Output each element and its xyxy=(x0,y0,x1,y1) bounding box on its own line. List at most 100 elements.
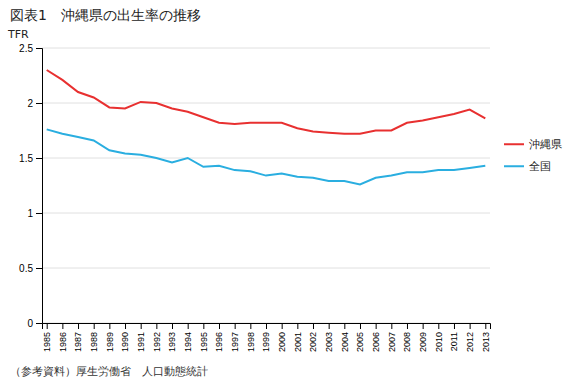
x-tick-label: 2002 xyxy=(308,332,318,352)
x-tick-mark xyxy=(391,323,392,329)
x-tick-mark xyxy=(47,323,48,329)
y-tick: 1.5 xyxy=(19,153,42,164)
y-axis-title: TFR xyxy=(7,28,29,41)
x-tick-label: 1999 xyxy=(261,332,271,352)
chart: 図表1 沖縄県の出生率の推移（参考資料）厚生労働省 人口動態統計00.511.5… xyxy=(0,0,578,381)
x-tick-label: 1995 xyxy=(199,332,209,352)
x-tick: 1987 xyxy=(73,323,83,352)
x-tick: 1988 xyxy=(89,323,99,352)
x-tick: 2007 xyxy=(387,323,397,352)
x-tick-mark xyxy=(313,323,314,329)
annotation: （参考資料）厚生労働省 人口動態統計 xyxy=(10,365,208,378)
legend-swatch xyxy=(504,143,524,145)
x-tick-mark xyxy=(297,323,298,329)
y-tick-mark xyxy=(36,103,42,104)
x-tick-label: 2003 xyxy=(324,332,334,352)
x-tick-label: 1986 xyxy=(58,332,68,352)
x-tick: 2013 xyxy=(481,323,491,352)
x-tick: 2011 xyxy=(449,323,459,351)
x-tick-mark xyxy=(423,323,424,329)
x-tick-mark xyxy=(407,323,408,329)
x-tick: 1985 xyxy=(42,323,52,352)
x-tick-label: 2004 xyxy=(340,332,350,352)
y-tick-mark xyxy=(36,268,42,269)
x-tick-label: 1991 xyxy=(136,332,146,352)
x-tick-label: 1994 xyxy=(183,332,193,352)
x-tick-label: 1987 xyxy=(73,332,83,352)
x-tick-label: 2008 xyxy=(402,332,412,352)
legend-label: 全国 xyxy=(529,160,551,173)
x-tick: 1996 xyxy=(214,323,224,352)
x-tick-mark xyxy=(141,323,142,329)
x-tick: 2003 xyxy=(324,323,334,352)
x-tick: 2001 xyxy=(293,323,303,352)
x-tick-mark xyxy=(360,323,361,329)
y-tick-mark xyxy=(36,323,42,324)
y-tick-label: 0.5 xyxy=(19,263,33,274)
x-tick: 2000 xyxy=(277,323,287,352)
series-group xyxy=(47,70,486,184)
x-tick-label: 2009 xyxy=(418,332,428,352)
x-tick: 1999 xyxy=(261,323,271,352)
y-tick-label: 0 xyxy=(27,318,33,329)
x-tick: 2008 xyxy=(402,323,412,352)
x-tick-mark xyxy=(94,323,95,329)
x-axis-line xyxy=(43,324,491,330)
x-tick-label: 1985 xyxy=(42,332,52,352)
x-tick-mark xyxy=(266,323,267,329)
x-tick-mark xyxy=(172,323,173,329)
x-tick: 2004 xyxy=(340,323,350,352)
y-tick-mark xyxy=(36,213,42,214)
x-tick: 1995 xyxy=(199,323,209,352)
legend: 沖縄県全国 xyxy=(504,138,562,173)
y-tick-label: 2 xyxy=(27,98,33,109)
x-tick-mark xyxy=(454,323,455,329)
x-tick-mark xyxy=(438,323,439,329)
x-tick-label: 1989 xyxy=(105,332,115,352)
x-tick-label: 2013 xyxy=(481,332,491,352)
x-tick: 1989 xyxy=(105,323,115,352)
x-tick: 2012 xyxy=(465,323,475,352)
x-tick-label: 1997 xyxy=(230,332,240,352)
x-tick-mark xyxy=(109,323,110,329)
legend-item: 沖縄県 xyxy=(504,138,562,151)
x-tick: 2006 xyxy=(371,323,381,352)
x-tick-mark xyxy=(376,323,377,329)
x-tick: 1986 xyxy=(58,323,68,352)
grid-line xyxy=(42,103,490,104)
grid-line xyxy=(42,48,490,49)
x-tick: 1994 xyxy=(183,323,193,352)
x-tick: 2005 xyxy=(355,323,365,352)
x-tick-label: 1992 xyxy=(152,332,162,352)
y-axis-line xyxy=(36,49,43,324)
x-tick: 1991 xyxy=(136,323,146,352)
grid-line xyxy=(42,268,490,269)
grid-line xyxy=(42,158,490,159)
x-tick-mark xyxy=(485,323,486,329)
series-line xyxy=(47,129,486,184)
x-tick: 1998 xyxy=(246,323,256,352)
y-tick: 2.5 xyxy=(19,43,42,54)
x-tick-mark xyxy=(188,323,189,329)
x-tick: 1993 xyxy=(167,323,177,352)
x-tick: 1997 xyxy=(230,323,240,352)
x-tick-label: 2001 xyxy=(293,332,303,352)
x-tick: 2009 xyxy=(418,323,428,352)
y-axis: 00.511.522.5 xyxy=(19,43,42,329)
x-tick-mark xyxy=(344,323,345,329)
x-tick-mark xyxy=(250,323,251,329)
legend-swatch xyxy=(504,165,524,167)
x-tick-label: 1998 xyxy=(246,332,256,352)
legend-label: 沖縄県 xyxy=(529,138,562,151)
x-tick: 2010 xyxy=(434,323,444,352)
y-tick: 0 xyxy=(27,318,42,329)
x-tick-mark xyxy=(219,323,220,329)
x-tick-mark xyxy=(329,323,330,329)
x-axis: 1985 1986 1987 1988 1989 1990 1991 1992 1993 1994… xyxy=(42,323,491,352)
x-tick-label: 1990 xyxy=(120,332,130,352)
y-tick-mark xyxy=(36,158,42,159)
series-line xyxy=(47,70,486,134)
y-tick: 2 xyxy=(27,98,42,109)
x-tick-label: 2010 xyxy=(434,332,444,352)
x-tick: 1992 xyxy=(152,323,162,352)
